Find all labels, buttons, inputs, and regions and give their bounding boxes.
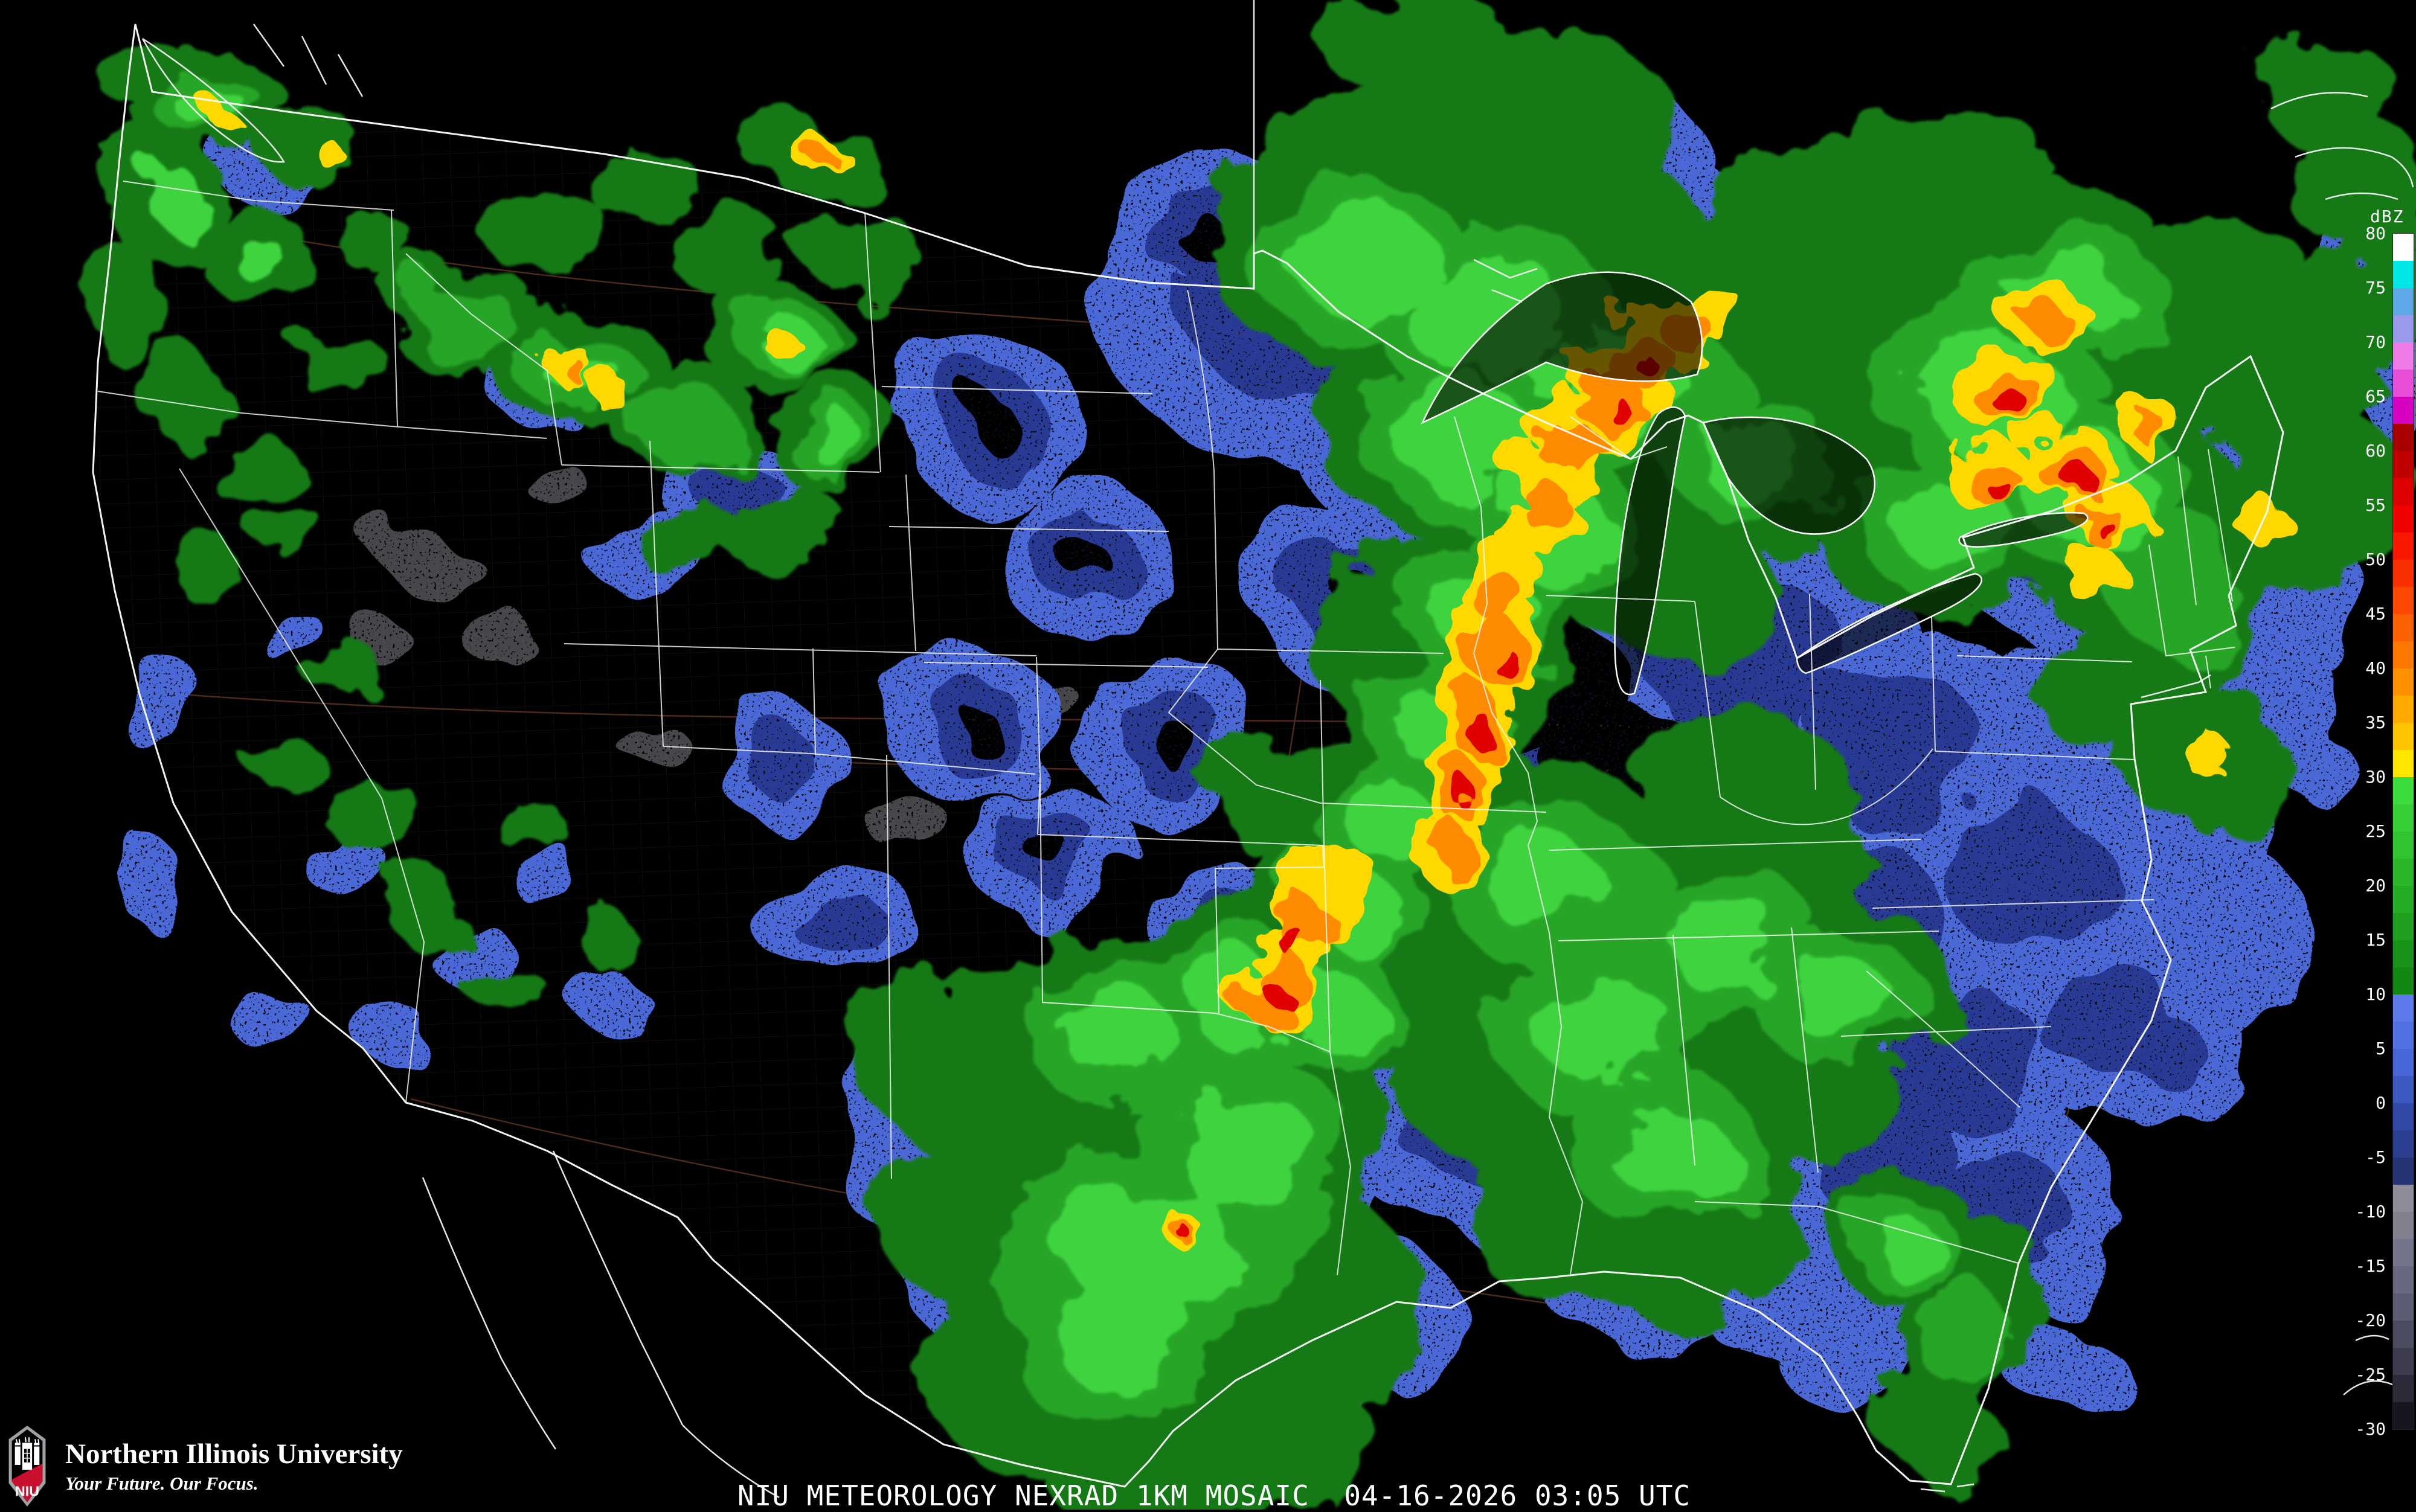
state-borders <box>97 181 2235 1276</box>
colorbar-blocks <box>2392 233 2414 1430</box>
university-name: Northern Illinois University <box>65 1440 403 1469</box>
great-lakes <box>1421 271 2089 696</box>
product-caption: NIU METEOROLOGY NEXRAD 1KM MOSAIC 04-16-… <box>737 1479 1691 1512</box>
foreign-coastlines <box>141 0 2414 1499</box>
castle-icon <box>14 1437 40 1470</box>
niu-acronym: NIU <box>15 1484 39 1499</box>
niu-branding: NIU Northern Illinois University Your Fu… <box>6 1424 403 1508</box>
niu-shield-logo: NIU <box>8 1426 46 1507</box>
colorbar-ticks: 80 75 70 65 60 55 50 45 40 35 30 25 20 15 10 5 0 -5 -10 -15… <box>2321 0 2388 1510</box>
university-tagline: Your Future. Our Focus. <box>65 1474 403 1493</box>
colorbar-unit-label: dBZ <box>2370 207 2405 226</box>
